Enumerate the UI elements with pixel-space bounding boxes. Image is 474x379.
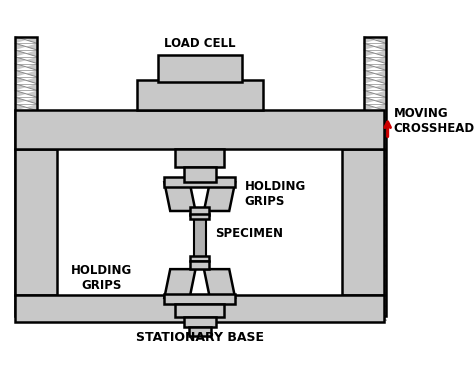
Bar	[191, 256, 209, 261]
Bar	[15, 110, 384, 149]
Bar	[342, 149, 384, 295]
Text: STATIONARY BASE: STATIONARY BASE	[136, 331, 264, 344]
Bar	[184, 317, 216, 327]
Bar	[364, 36, 386, 316]
Bar	[157, 55, 242, 82]
Bar	[191, 261, 209, 269]
Text: LOAD CELL: LOAD CELL	[164, 37, 236, 50]
Polygon shape	[164, 269, 195, 298]
Polygon shape	[204, 182, 235, 211]
Bar	[189, 327, 210, 336]
Bar	[15, 295, 384, 322]
Text: HOLDING
GRIPS: HOLDING GRIPS	[71, 265, 132, 293]
Polygon shape	[204, 269, 235, 298]
Bar	[191, 207, 209, 215]
Bar	[137, 80, 263, 110]
Bar	[164, 177, 235, 187]
Bar	[15, 149, 57, 295]
Bar	[164, 294, 235, 304]
Text: MOVING
CROSSHEAD: MOVING CROSSHEAD	[393, 107, 474, 135]
Bar	[191, 213, 209, 219]
Bar	[175, 149, 224, 167]
Text: HOLDING
GRIPS: HOLDING GRIPS	[245, 180, 306, 208]
Bar	[194, 215, 206, 259]
Text: SPECIMEN: SPECIMEN	[215, 227, 283, 240]
Polygon shape	[164, 182, 195, 211]
Bar	[15, 36, 37, 316]
Bar	[184, 167, 216, 182]
Bar	[175, 304, 224, 317]
